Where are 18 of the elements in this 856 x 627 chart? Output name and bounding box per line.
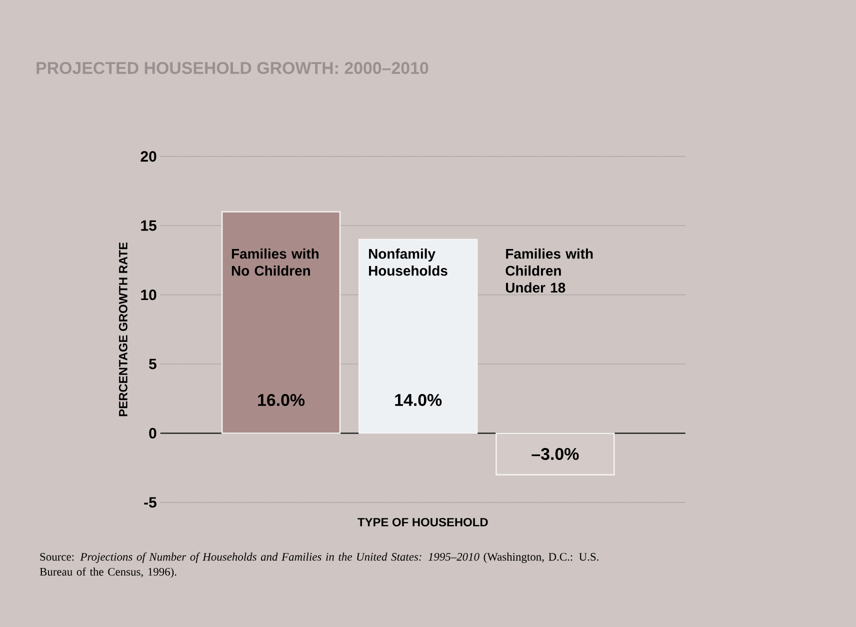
data-label: 16.0% (258, 394, 305, 406)
x-tick-label: Nonfamily Households (369, 248, 448, 276)
text: Source: Projections of Number of Households and Families in the United States: 1995–2010 (Washington, D.C.: U.S. Bureau of the Census, 1996). (40, 552, 598, 578)
data-label: –3.0% (532, 448, 579, 460)
y-tick-label: 20 (140, 151, 156, 162)
data-label: 14.0% (395, 394, 442, 406)
y-tick-label: 5 (149, 358, 156, 370)
x-tick-label: Families with No Children (232, 248, 319, 276)
x-tick-label: Families with Children Under 18 (506, 248, 593, 293)
y-tick-label: 0 (149, 428, 156, 439)
y-axis-title: PERCENTAGE GROWTH RATE (118, 242, 128, 416)
x-axis-title: TYPE OF HOUSEHOLD (358, 518, 488, 526)
bar (221, 211, 341, 434)
y-tick-label: 15 (141, 220, 156, 231)
bar (496, 432, 615, 476)
bar (358, 238, 478, 434)
y-tick-label: -5 (144, 497, 156, 508)
y-tick-label: 10 (141, 290, 156, 300)
